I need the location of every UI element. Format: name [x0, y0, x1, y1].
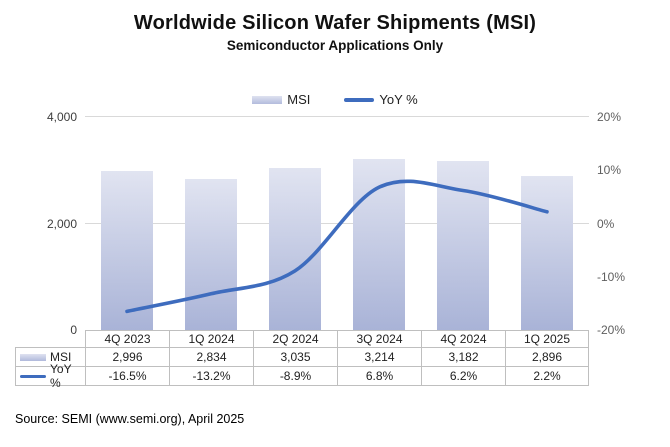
table-cell-yoy-4q-2023: -16.5%	[85, 367, 169, 386]
chart-subtitle: Semiconductor Applications Only	[226, 38, 444, 53]
bar-1q-2024	[185, 179, 237, 330]
category-header-1q-2025: 1Q 2025	[505, 330, 589, 348]
row-label-msi: MSI	[15, 348, 85, 367]
table-cell-msi-1q-2025: 2,896	[505, 348, 589, 367]
table-cell-yoy-2q-2024: -8.9%	[253, 367, 337, 386]
data-table: 4Q 2023 1Q 2024 2Q 2024 3Q 2024 4Q 2024 1Q 20…	[15, 330, 589, 390]
gridline-2-000	[85, 222, 589, 224]
right-axis-tick-0: 0%	[597, 216, 615, 231]
line-swatch-icon	[20, 374, 46, 378]
plot-area	[85, 116, 589, 331]
legend: MSI YoY %	[0, 92, 670, 107]
category-header-3q-2024: 3Q 2024	[337, 330, 421, 348]
table-cell-msi-3q-2024: 3,214	[337, 348, 421, 367]
legend-item-yoy: YoY %	[344, 92, 418, 107]
left-axis-tick-0: 0	[70, 323, 77, 337]
row-label-msi-label: MSI	[50, 350, 72, 364]
legend-label-yoy: YoY %	[379, 92, 418, 107]
bar-1q-2025	[521, 175, 573, 330]
bar-swatch-icon	[20, 353, 46, 361]
bar-swatch-icon	[252, 95, 283, 104]
right-axis-tick-20: 20%	[597, 110, 622, 124]
table-cell-msi-4q-2023: 2,996	[85, 348, 169, 367]
category-header-4q-2024: 4Q 2024	[421, 330, 505, 348]
row-label-yoy: YoY %	[15, 362, 85, 390]
bar-4q-2023	[101, 170, 153, 330]
category-header-4q-2023: 4Q 2023	[85, 330, 169, 348]
left-axis-tick-4-000: 4,000	[46, 110, 77, 124]
right-axis-tick-10: 10%	[597, 163, 622, 178]
gridline-4-000	[85, 116, 589, 117]
table-cell-msi-2q-2024: 3,035	[253, 348, 337, 367]
legend-item-msi: MSI	[252, 92, 310, 107]
category-header-1q-2024: 1Q 2024	[169, 330, 253, 348]
source-note: Source: SEMI (www.semi.org), April 2025	[15, 412, 245, 426]
table-cell-msi-1q-2024: 2,834	[169, 348, 253, 367]
bar-2q-2024	[269, 168, 321, 330]
table-cell-yoy-1q-2024: -13.2%	[169, 367, 253, 386]
right-axis-tick-20: -20%	[597, 323, 626, 337]
right-axis-tick-10: -10%	[597, 269, 626, 284]
line-swatch-icon	[344, 97, 375, 102]
yoy-line-chart	[125, 179, 549, 314]
table-corner-cell	[15, 330, 85, 348]
chart-title: Worldwide Silicon Wafer Shipments (MSI)	[133, 12, 537, 34]
left-axis-tick-2-000: 2,000	[46, 216, 77, 231]
row-label-yoy-label: YoY %	[50, 362, 72, 390]
legend-label-msi: MSI	[287, 92, 311, 107]
yoy-line	[125, 179, 549, 314]
table-cell-yoy-3q-2024: 6.8%	[337, 367, 421, 386]
table-cell-msi-4q-2024: 3,182	[421, 348, 505, 367]
table-cell-yoy-1q-2025: 2.2%	[505, 367, 589, 386]
category-header-2q-2024: 2Q 2024	[253, 330, 337, 348]
table-cell-yoy-4q-2024: 6.2%	[421, 367, 505, 386]
